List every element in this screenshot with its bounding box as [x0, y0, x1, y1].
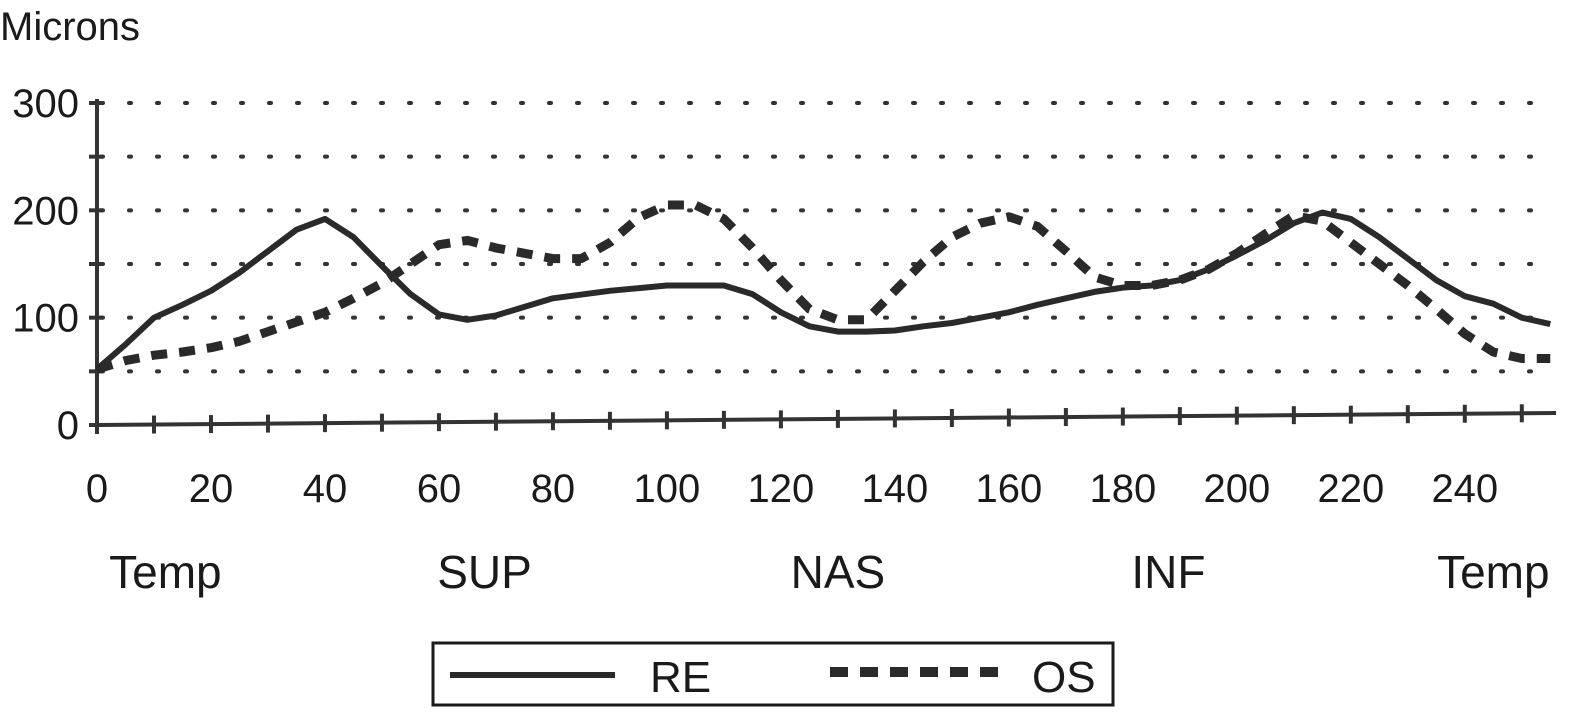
y-tick-labels: 0 100 200 300: [12, 82, 79, 448]
x-tick-label: 40: [303, 467, 348, 511]
axes: [89, 99, 1557, 434]
region-label-temp: Temp: [1437, 546, 1549, 598]
x-tick-label: 120: [748, 467, 815, 511]
series-line-re: [95, 209, 1551, 372]
y-tick-label: 0: [57, 404, 79, 448]
x-tick-label: 220: [1317, 467, 1384, 511]
x-tick-label: 200: [1203, 467, 1270, 511]
y-tick-label: 300: [12, 82, 79, 126]
legend-label-re: RE: [650, 653, 711, 702]
x-tick-label: 240: [1431, 467, 1498, 511]
x-tick-label: 160: [976, 467, 1043, 511]
x-tick-label: 0: [86, 467, 108, 511]
legend: RE OS: [431, 641, 1115, 707]
x-tick-labels: 0 20 40 60 80 100 120 140 160 180 200 220 240: [86, 467, 1498, 511]
region-label-nas: NAS: [791, 546, 886, 598]
series-line-os: [95, 200, 1551, 374]
x-axis-line: [96, 411, 1557, 427]
region-labels: Temp SUP NAS INF Temp: [109, 546, 1549, 598]
y-tick-label: 200: [12, 189, 79, 233]
series-lines: [95, 200, 1551, 374]
legend-label-os: OS: [1032, 653, 1096, 702]
region-label-inf: INF: [1131, 546, 1205, 598]
x-tick-label: 100: [634, 467, 701, 511]
x-tick-label: 140: [862, 467, 929, 511]
region-label-sup: SUP: [437, 546, 532, 598]
x-tick-label: 180: [1089, 467, 1156, 511]
y-tick-label: 100: [12, 297, 79, 341]
region-label-temp: Temp: [109, 546, 221, 598]
x-tick-label: 20: [189, 467, 234, 511]
x-tick-label: 80: [531, 467, 576, 511]
x-tick-label: 60: [417, 467, 462, 511]
y-axis-label: Microns: [0, 5, 140, 49]
